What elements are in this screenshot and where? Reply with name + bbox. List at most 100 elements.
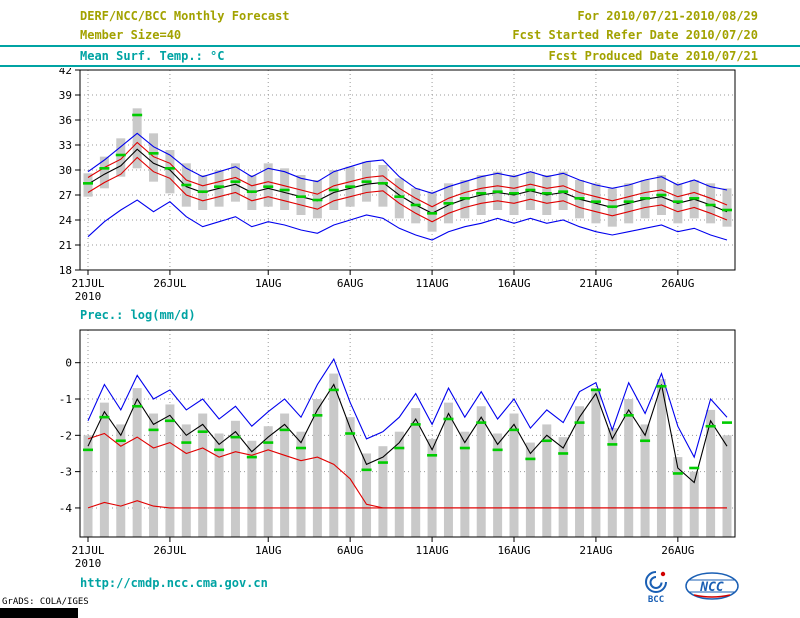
y-tick-label: 21: [59, 239, 72, 252]
x-tick-label: 21JUL: [71, 544, 104, 557]
spread-bar: [558, 437, 568, 537]
median-marker: [230, 435, 241, 439]
median-marker: [328, 188, 339, 192]
median-marker: [164, 167, 175, 170]
green-median-markers: [83, 384, 732, 475]
spread-bar: [689, 471, 699, 537]
median-marker: [427, 212, 438, 215]
median-marker: [525, 188, 536, 192]
member-size-label: Member Size=40: [80, 28, 182, 42]
spread-bar: [132, 108, 142, 169]
x-tick-label: 11AUG: [416, 544, 449, 557]
spread-bar: [214, 433, 224, 537]
median-marker: [492, 448, 503, 452]
green-median-markers: [83, 113, 732, 215]
series-lower-quartile-line: [87, 156, 728, 223]
x-tick-label: 26AUG: [661, 277, 694, 290]
spread-bar: [394, 178, 404, 219]
median-marker: [640, 197, 651, 200]
median-marker: [459, 197, 470, 200]
bottom-black-strip: [0, 608, 78, 618]
spread-bar: [411, 408, 421, 537]
x-tick-label: 26JUL: [153, 277, 186, 290]
median-marker: [394, 195, 405, 198]
series-ensemble-mean-line: [87, 148, 728, 214]
spread-bar: [296, 175, 306, 215]
spread-bar: [656, 379, 666, 537]
median-marker: [246, 190, 257, 193]
median-marker: [83, 182, 93, 185]
spread-bar: [230, 420, 240, 537]
spread-bar: [165, 404, 175, 537]
series-ensemble-min-line: [87, 199, 728, 241]
spread-bar: [263, 163, 273, 207]
x-axis-year-label: 2010: [75, 557, 102, 570]
spread-bar: [706, 409, 716, 537]
spread-bar: [99, 402, 109, 537]
median-marker: [230, 180, 241, 183]
logo-group: BCC NCC: [636, 568, 740, 604]
median-marker: [345, 185, 356, 188]
median-marker: [214, 185, 225, 188]
y-tick-label: 27: [59, 189, 72, 202]
series-upper-quartile-line: [87, 141, 728, 208]
y-tick-label: 24: [59, 214, 73, 227]
spread-bar: [493, 433, 503, 537]
median-marker: [410, 203, 421, 207]
median-marker: [558, 190, 569, 193]
spread-bar: [624, 399, 634, 537]
forecast-range-label: For 2010/07/21-2010/08/29: [577, 9, 758, 23]
y-tick-label: 36: [59, 114, 72, 127]
x-axis-year-label: 2010: [75, 290, 102, 303]
median-marker: [574, 421, 585, 424]
spread-bar: [345, 417, 355, 537]
spread-bar: [427, 191, 437, 232]
x-tick-label: 16AUG: [497, 544, 530, 557]
series-lower-quartile-line: [87, 500, 727, 509]
spread-bar: [443, 402, 453, 537]
median-marker: [361, 180, 372, 183]
series-ensemble-max-line: [87, 357, 728, 459]
median-marker: [328, 388, 339, 392]
plot-frame: [79, 329, 736, 538]
median-marker: [722, 421, 732, 424]
spread-bar: [280, 413, 290, 537]
median-marker: [263, 185, 274, 188]
median-marker: [541, 439, 552, 443]
spread-bar: [591, 388, 601, 537]
median-marker: [640, 439, 651, 443]
median-marker: [115, 439, 126, 443]
x-tick-label: 1AUG: [255, 544, 282, 557]
x-tick-label: 1AUG: [255, 277, 282, 290]
spread-bar: [378, 165, 388, 207]
spread-bar: [509, 413, 519, 537]
median-marker: [410, 423, 421, 426]
bcc-logo-label: BCC: [648, 595, 664, 604]
median-marker: [164, 419, 175, 423]
y-tick-label: -1: [59, 393, 72, 406]
y-tick-label: 33: [59, 139, 72, 152]
y-tick-label: 18: [59, 264, 72, 277]
spread-bar: [607, 428, 617, 537]
median-marker: [148, 428, 159, 432]
source-url: http://cmdp.ncc.cma.gov.cn: [80, 576, 268, 590]
spread-bar: [312, 399, 322, 537]
median-marker: [263, 441, 274, 444]
page-title: DERF/NCC/BCC Monthly Forecast: [80, 9, 290, 23]
median-marker: [623, 200, 634, 203]
spread-bar: [460, 431, 470, 537]
median-marker: [656, 384, 667, 388]
median-marker: [427, 453, 438, 457]
median-marker: [279, 188, 290, 192]
spread-bar: [181, 424, 191, 537]
median-marker: [377, 461, 388, 464]
median-marker: [312, 198, 323, 202]
median-marker: [99, 167, 110, 170]
median-marker: [394, 446, 405, 450]
prec-chart-title: Prec.: log(mm/d): [80, 308, 196, 322]
median-marker: [83, 448, 93, 452]
spread-bar: [83, 435, 93, 537]
median-marker: [525, 457, 536, 461]
